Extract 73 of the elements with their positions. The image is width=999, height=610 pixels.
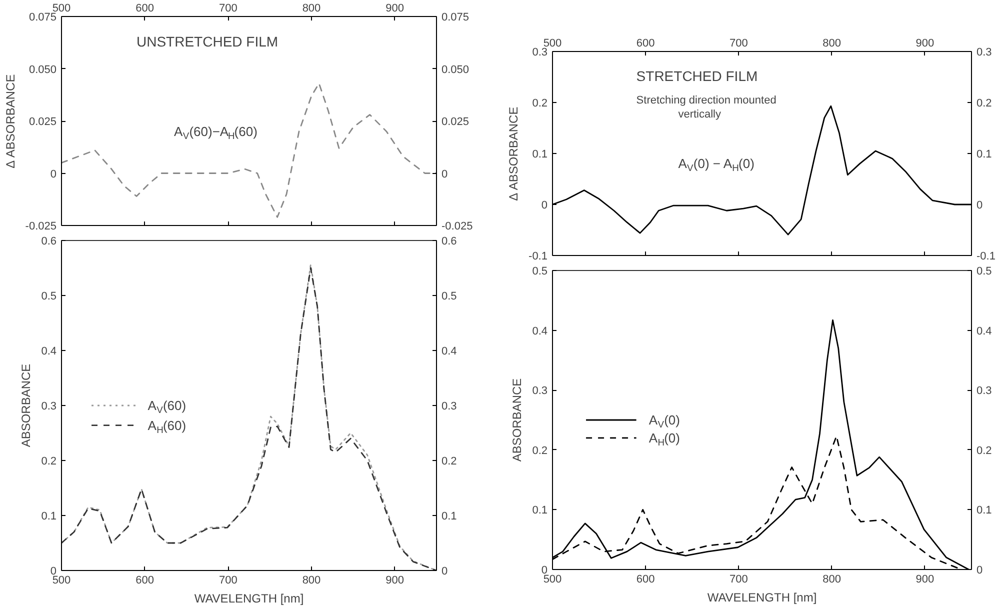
x2-tick-label: 500 bbox=[543, 38, 562, 50]
y2-tick-label: 0.1 bbox=[976, 504, 992, 517]
y2-tick-label: 0.2 bbox=[976, 444, 992, 457]
x-tick-label: 800 bbox=[822, 574, 842, 586]
y-tick-label: 0.025 bbox=[28, 116, 57, 128]
y2-tick-label: 0 bbox=[442, 168, 448, 180]
y-tick-label: 0 bbox=[541, 200, 548, 212]
x-axis-title: WAVELENGTH [nm] bbox=[194, 592, 304, 606]
y2-tick-label: 0 bbox=[442, 566, 448, 578]
x-tick-label: 700 bbox=[218, 574, 238, 586]
y-tick-label: 0.3 bbox=[41, 400, 57, 412]
x2-tick-label: 600 bbox=[136, 2, 154, 14]
y2-tick-label: 0.1 bbox=[442, 510, 457, 522]
y2-tick-label: 0.2 bbox=[976, 98, 992, 110]
line-series bbox=[62, 82, 436, 218]
x2-tick-label: 800 bbox=[822, 38, 842, 50]
y2-tick-label: 0.4 bbox=[442, 346, 457, 358]
y-tick-label: -0.025 bbox=[25, 220, 57, 232]
x-tick-label: 500 bbox=[543, 574, 562, 586]
x2-tick-label: 800 bbox=[302, 2, 321, 14]
x2-tick-label: 600 bbox=[636, 38, 655, 50]
y-axis-title: ABSORBANCE bbox=[510, 378, 524, 462]
y2-tick-label: 0.5 bbox=[442, 290, 457, 302]
y-tick-label: 0.2 bbox=[532, 444, 548, 457]
y2-tick-label: 0.3 bbox=[976, 46, 992, 58]
y-axis-title: Δ ABSORBANCE bbox=[3, 74, 18, 168]
x2-tick-label: 900 bbox=[386, 2, 404, 14]
x-tick-label: 600 bbox=[636, 574, 655, 586]
y2-tick-label: 0.050 bbox=[442, 64, 470, 76]
y2-tick-label: -0.025 bbox=[442, 220, 473, 232]
y-tick-label: 0.2 bbox=[41, 456, 57, 468]
y2-tick-label: 0.3 bbox=[976, 385, 992, 398]
x-tick-label: 900 bbox=[916, 574, 934, 586]
y-axis-title: Δ ABSORBANCE bbox=[506, 106, 521, 201]
y-tick-label: 0.4 bbox=[532, 325, 548, 338]
x-tick-label: 900 bbox=[386, 574, 404, 586]
y2-tick-label: 0 bbox=[976, 200, 983, 212]
x2-tick-label: 900 bbox=[916, 38, 934, 50]
x2-tick-label: 700 bbox=[730, 38, 748, 50]
y-tick-label: 0.1 bbox=[41, 510, 57, 522]
y-tick-label: 0.1 bbox=[532, 148, 548, 160]
y-tick-label: 0.2 bbox=[532, 98, 548, 110]
y2-tick-label: 0.5 bbox=[976, 266, 992, 278]
y2-tick-label: 0.025 bbox=[442, 116, 470, 128]
y-axis-title: ABSORBANCE bbox=[19, 364, 34, 448]
y2-tick-label: 0.075 bbox=[442, 12, 470, 24]
y-tick-label: 0.050 bbox=[28, 64, 57, 76]
y2-tick-label: 0.1 bbox=[976, 148, 992, 160]
y-tick-label: 0.6 bbox=[41, 236, 57, 248]
x-tick-label: 500 bbox=[52, 574, 71, 586]
y2-tick-label: 0.2 bbox=[442, 456, 457, 468]
y-tick-label: -0.1 bbox=[528, 250, 548, 262]
x-axis-title: WAVELENGTH [nm] bbox=[707, 590, 817, 604]
y-tick-label: 0.5 bbox=[532, 266, 548, 278]
y-tick-label: 0.1 bbox=[532, 504, 548, 517]
y-tick-label: 0.4 bbox=[41, 346, 57, 358]
y-tick-label: 0.3 bbox=[532, 385, 548, 398]
text: STRETCHED FILM bbox=[636, 68, 758, 84]
y2-tick-label: 0 bbox=[976, 564, 983, 576]
text: UNSTRETCHED FILM bbox=[136, 34, 278, 50]
y-tick-label: 0.5 bbox=[41, 290, 57, 302]
y2-tick-label: -0.1 bbox=[976, 250, 996, 262]
x-tick-label: 800 bbox=[302, 574, 321, 586]
text: Stretching direction mounted vertically bbox=[636, 94, 776, 121]
x2-tick-label: 700 bbox=[218, 2, 238, 14]
y2-tick-label: 0.3 bbox=[442, 400, 457, 412]
y-tick-label: 0.075 bbox=[28, 12, 57, 24]
y-tick-label: 0 bbox=[50, 168, 57, 180]
y2-tick-label: 0.6 bbox=[442, 236, 457, 248]
x-tick-label: 700 bbox=[730, 574, 748, 586]
y2-tick-label: 0.4 bbox=[976, 325, 992, 338]
x-tick-label: 600 bbox=[136, 574, 154, 586]
y-tick-label: 0.3 bbox=[532, 46, 548, 58]
